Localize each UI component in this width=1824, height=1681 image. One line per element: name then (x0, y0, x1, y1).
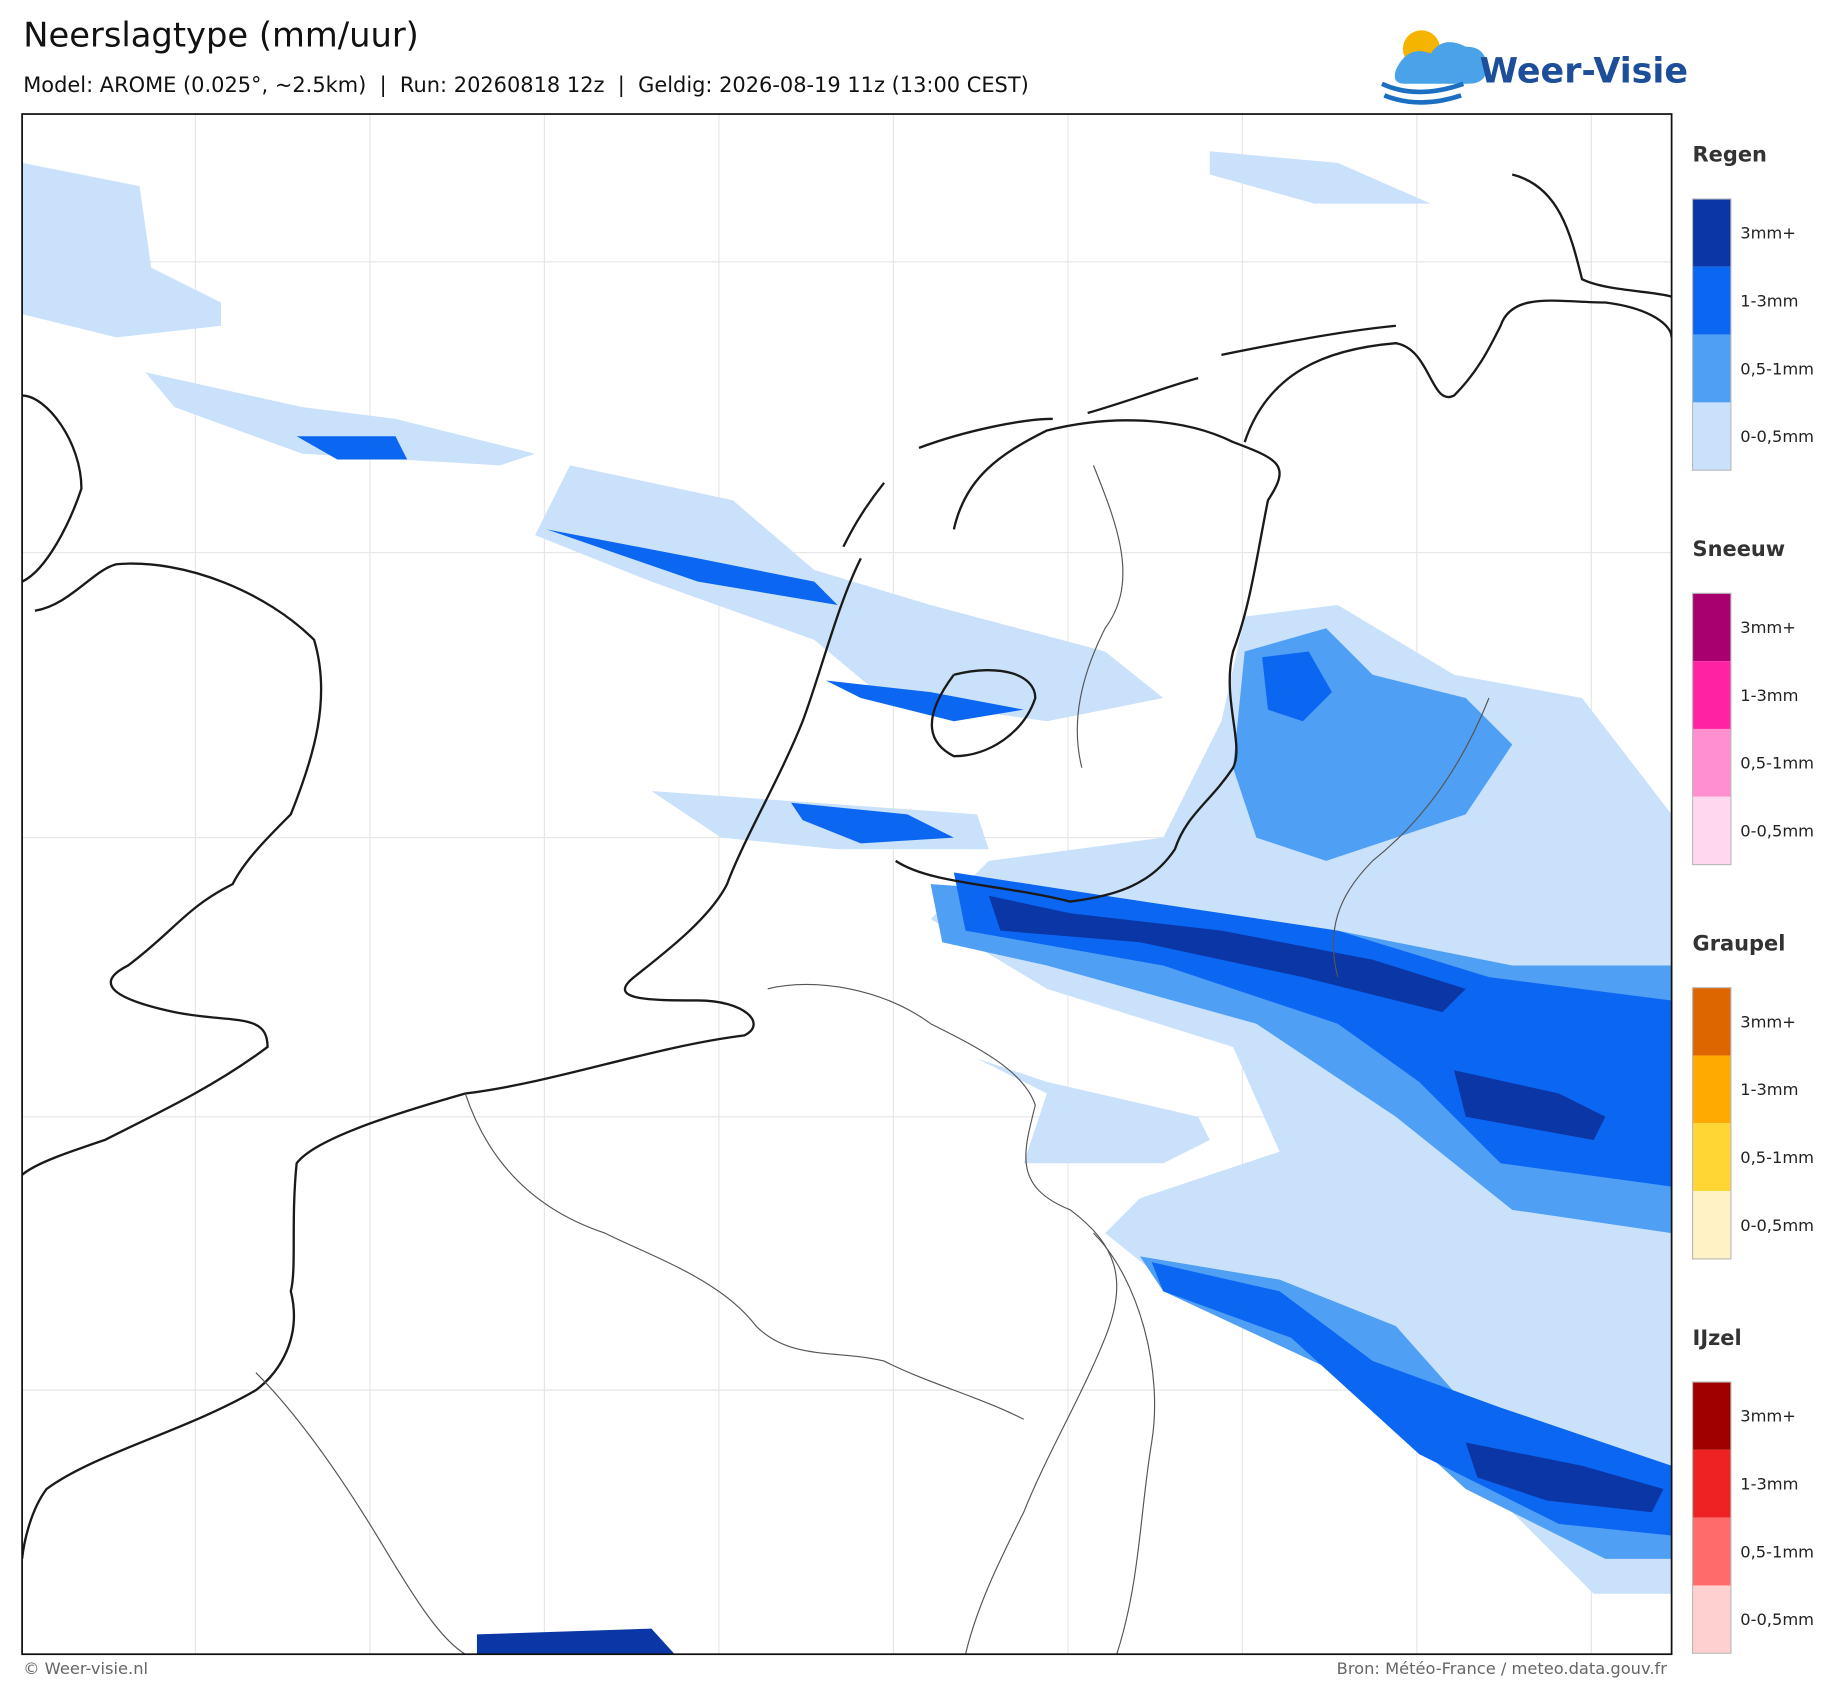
legend-label: 0-0,5mm (1740, 821, 1814, 840)
legend-swatch-frame (1691, 987, 1732, 1260)
legend-swatch (1692, 1382, 1731, 1450)
legend-title: Regen (1693, 143, 1767, 167)
legend-label: 0,5-1mm (1740, 1542, 1814, 1561)
legend-swatch (1692, 198, 1731, 267)
legend-swatch-frame (1691, 1381, 1732, 1654)
legend-swatch (1692, 1585, 1731, 1654)
legend-swatch (1692, 1449, 1731, 1518)
legend-label: 0,5-1mm (1740, 1148, 1814, 1167)
legend-swatch (1692, 987, 1731, 1056)
legend-swatch (1692, 266, 1731, 335)
legend-label: 0,5-1mm (1740, 754, 1814, 773)
legend: Regen 3mm+ 1-3mm 0,5-1mm 0-0,5mm Sneeuw 3mm+ 1-… (1691, 143, 1814, 1654)
precipitation (22, 151, 1672, 1655)
legend-swatch (1692, 796, 1731, 865)
borders (255, 465, 1490, 1655)
legend-swatch-frame (1691, 198, 1732, 471)
legend-label: 0-0,5mm (1740, 427, 1814, 446)
legend-label: 3mm+ (1740, 1407, 1796, 1426)
legend-title: Graupel (1693, 931, 1786, 955)
legend-swatch (1692, 1191, 1731, 1259)
subtitle: Model: AROME (0.025°, ~2.5km) | Run: 202… (23, 73, 1029, 98)
legend-label: 0-0,5mm (1740, 1610, 1814, 1629)
map (22, 114, 1672, 1655)
legend-swatch (1692, 1123, 1731, 1192)
legend-label: 1-3mm (1740, 1475, 1798, 1494)
credit: © Weer-visie.nl (23, 1659, 148, 1678)
legend-label: 1-3mm (1740, 686, 1798, 705)
legend-label: 1-3mm (1740, 292, 1798, 311)
title: Neerslagtype (mm/uur) (23, 16, 419, 55)
legend-swatch (1692, 661, 1731, 729)
legend-label: 3mm+ (1740, 1012, 1796, 1031)
legend-swatch (1692, 593, 1731, 662)
map-frame (21, 113, 1673, 1656)
legend-swatch (1692, 1517, 1731, 1586)
legend-label: 1-3mm (1740, 1080, 1798, 1099)
legend-title: Sneeuw (1693, 537, 1786, 561)
legend-swatch-frame (1691, 592, 1732, 866)
legend-swatch (1692, 1055, 1731, 1124)
legend-label: 3mm+ (1740, 224, 1796, 243)
legend-label: 0-0,5mm (1740, 1216, 1814, 1235)
legend-swatch (1692, 334, 1731, 403)
legend-label: 3mm+ (1740, 618, 1796, 637)
legend-swatch (1692, 728, 1731, 797)
logo-text: Weer-Visie (1480, 52, 1688, 92)
coastlines (22, 173, 1672, 1559)
legend-label: 0,5-1mm (1740, 359, 1814, 378)
logo: Weer-Visie (1380, 30, 1688, 105)
legend-swatch (1692, 402, 1731, 471)
source: Bron: Météo-France / meteo.data.gouv.fr (1337, 1659, 1668, 1678)
legend-title: IJzel (1693, 1326, 1742, 1350)
